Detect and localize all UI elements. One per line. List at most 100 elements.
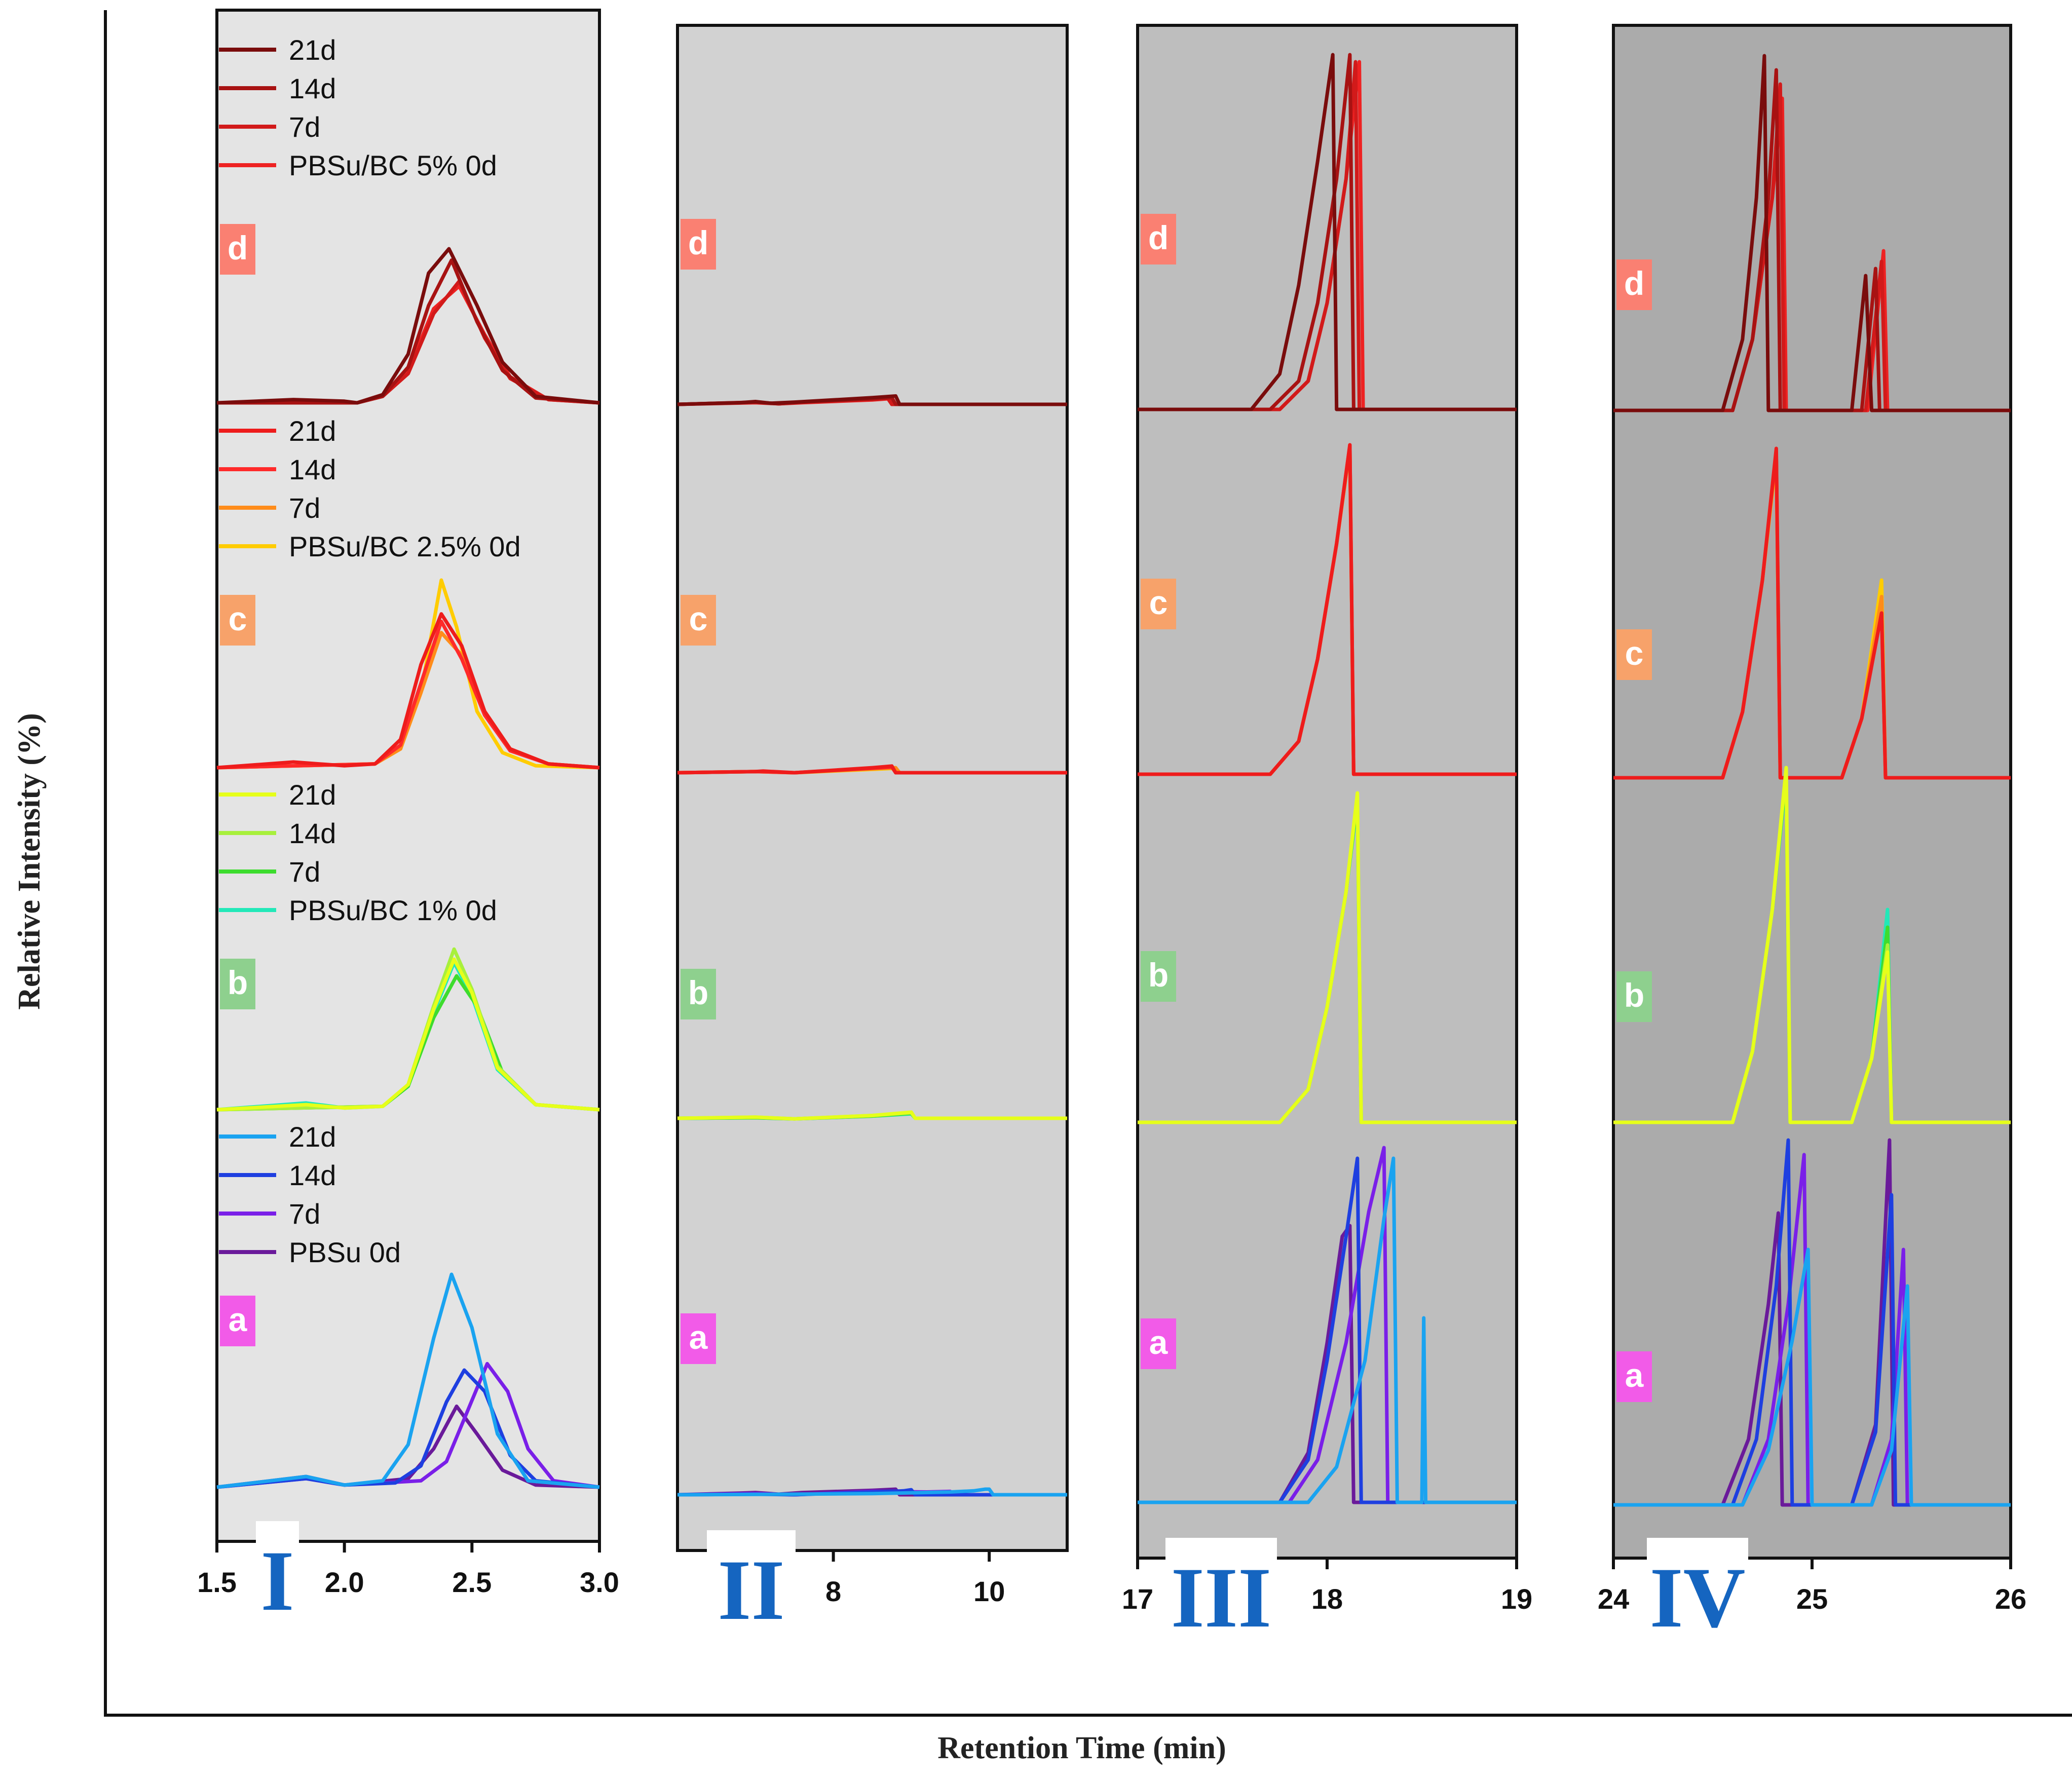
x-tick-label: 17 <box>1122 1583 1153 1615</box>
legend-label: 7d <box>289 111 320 143</box>
legend-label: 14d <box>289 1159 336 1191</box>
legend-label: PBSu 0d <box>289 1236 401 1268</box>
group-badge <box>681 219 716 270</box>
group-badge <box>1141 951 1176 1002</box>
trace-group-a: a <box>1138 1146 1517 1504</box>
trace-group-b: b <box>1613 766 2011 1124</box>
x-tick-label: 19 <box>1501 1583 1532 1615</box>
trace-group-a: a <box>1613 1138 2011 1507</box>
group-badge-label: c <box>1625 634 1644 672</box>
trace-group-c: c <box>1138 443 1517 776</box>
group-badge <box>1141 1318 1176 1369</box>
legend-label: 21d <box>289 1121 336 1153</box>
series-line <box>216 247 600 405</box>
legend-label: 7d <box>289 1198 320 1230</box>
series-line <box>1138 60 1517 411</box>
group-badge-label: a <box>1625 1356 1644 1394</box>
panel-label-background <box>256 1521 299 1559</box>
group-badge-label: c <box>229 600 247 637</box>
panels: d 21d 14d 7d PBSu/BC 5% 0d c 21d 14d 7d PBSu/BC 2… <box>197 9 2026 1645</box>
group-badge-label: a <box>229 1301 248 1338</box>
group-badge-label: a <box>689 1318 708 1356</box>
panel-IV: d c b a 24 25 26 IV <box>1598 24 2026 1645</box>
group-badge <box>681 595 716 646</box>
group-badge-label: c <box>1149 584 1168 621</box>
legend-label: PBSu/BC 2.5% 0d <box>289 531 521 562</box>
series-line <box>677 1487 1067 1497</box>
x-tick-label: 10 <box>973 1575 1005 1607</box>
group-badge-label: b <box>1624 976 1644 1014</box>
group-badge-label: b <box>688 974 708 1011</box>
group-badge-label: c <box>689 600 708 637</box>
group-badge <box>220 1296 255 1346</box>
panel-label: II <box>718 1542 784 1638</box>
trace-group-b: b <box>1138 791 1517 1124</box>
legend-c: 21d 14d 7d PBSu/BC 2.5% 0d <box>219 415 521 562</box>
legend-label: 7d <box>289 856 320 888</box>
series-line <box>677 764 1067 775</box>
x-tick-label: 1.5 <box>197 1566 237 1598</box>
group-badge-label: a <box>1149 1323 1169 1361</box>
x-tick-label: 2.5 <box>452 1566 492 1598</box>
series-line <box>1138 1156 1517 1504</box>
group-badge <box>1616 629 1652 680</box>
panel-label-background <box>1647 1538 1748 1576</box>
series-line <box>1138 53 1517 411</box>
series-line <box>1138 443 1517 776</box>
series-line <box>1613 766 2011 1124</box>
series-line <box>216 1272 600 1489</box>
series-line <box>216 612 600 770</box>
group-badge-label: d <box>228 229 248 267</box>
trace-group-c: c <box>677 595 1067 775</box>
trace-group-c: c <box>1613 446 2011 780</box>
series-line <box>677 1110 1067 1121</box>
group-badge-label: d <box>1148 219 1169 256</box>
series-line <box>677 394 1067 406</box>
group-badge <box>220 595 255 646</box>
x-axis-title: Retention Time (min) <box>937 1731 1226 1765</box>
series-line <box>1613 68 2011 412</box>
panel-III: d c b a 17 18 19 III <box>1122 24 1532 1645</box>
panel-frame <box>1612 24 2012 1560</box>
group-badge <box>1141 214 1176 264</box>
series-line <box>1138 53 1517 411</box>
trace-group-d: d <box>677 219 1067 406</box>
legend-label: 21d <box>289 415 336 447</box>
panel-label: IV <box>1650 1550 1746 1645</box>
series-line <box>1613 1138 2011 1507</box>
panel-label-background <box>1165 1538 1277 1576</box>
legend-label: PBSu/BC 5% 0d <box>289 149 497 181</box>
group-badge <box>1141 579 1176 629</box>
legend-label: 14d <box>289 72 336 104</box>
panel-frame <box>215 9 601 1543</box>
trace-group-c: c <box>216 578 600 770</box>
x-tick-label: 2.0 <box>325 1566 364 1598</box>
x-tick-label: 26 <box>1995 1583 2026 1615</box>
group-badge <box>220 959 255 1009</box>
panel-label: III <box>1171 1550 1271 1645</box>
series-line <box>216 957 600 1112</box>
legend-d: 21d 14d 7d PBSu/BC 5% 0d <box>219 34 497 181</box>
panel-label: I <box>260 1533 294 1629</box>
legend-label: PBSu/BC 1% 0d <box>289 894 497 926</box>
legend-label: 21d <box>289 779 336 811</box>
trace-group-d: d <box>216 224 600 405</box>
panel-II: d c b a 8 10 II <box>676 24 1069 1638</box>
series-line <box>1613 1247 2011 1507</box>
group-badge-label: d <box>688 224 708 261</box>
series-line <box>1138 791 1517 1124</box>
trace-group-b: b <box>677 969 1067 1121</box>
group-badge <box>1616 259 1652 310</box>
trace-group-b: b <box>216 947 600 1112</box>
x-tick-label: 24 <box>1598 1583 1629 1615</box>
series-line <box>1613 446 2011 780</box>
trace-group-a: a <box>677 1313 1067 1497</box>
group-badge-label: b <box>228 964 248 1001</box>
series-line <box>1138 1156 1517 1504</box>
group-badge <box>681 969 716 1019</box>
x-tick-label: 3.0 <box>580 1566 619 1598</box>
legend-b: 21d 14d 7d PBSu/BC 1% 0d <box>219 779 497 926</box>
series-line <box>1613 54 2011 412</box>
panel-frame <box>676 24 1069 1552</box>
